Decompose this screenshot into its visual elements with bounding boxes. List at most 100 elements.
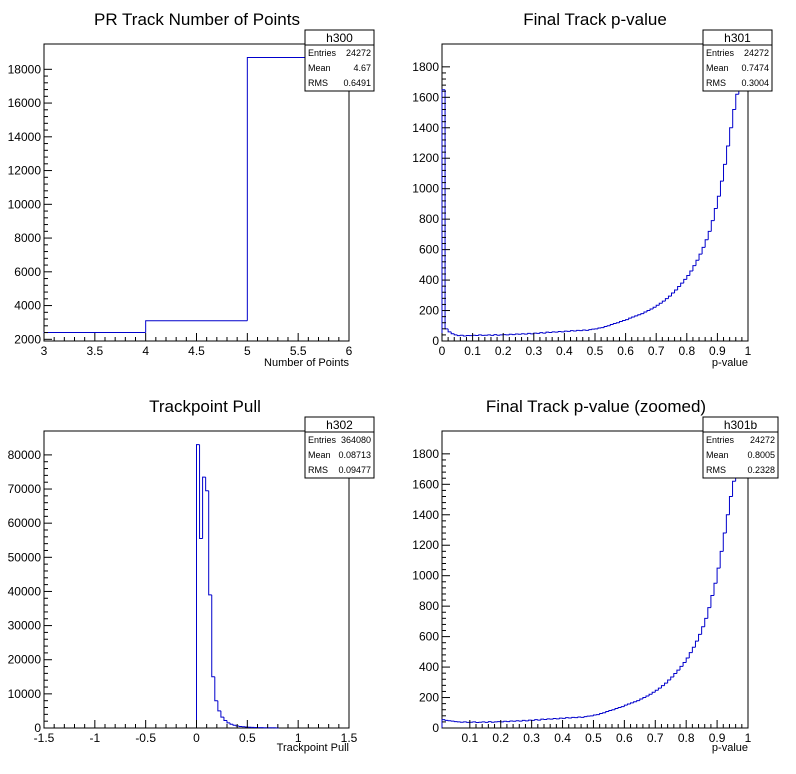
histogram-bin xyxy=(441,89,446,341)
histogram-bin xyxy=(723,163,727,182)
histogram-bin xyxy=(667,679,671,684)
panel-pvalue-zoomed: Final Track p-value (zoomed) 0.1 0.2 0.3 0.… xyxy=(412,397,779,754)
y-tick-label: 20000 xyxy=(8,653,42,667)
y-tick-label: 40000 xyxy=(8,584,42,598)
histogram-bin xyxy=(217,700,221,712)
histogram-bin xyxy=(667,295,672,299)
stats-entries-label: Entries xyxy=(308,48,337,58)
histogram-bin xyxy=(232,724,237,726)
histogram-bin xyxy=(571,716,575,718)
histogram-bin xyxy=(475,721,480,724)
histogram-bin xyxy=(645,695,650,698)
y-tick-label: 0 xyxy=(432,721,439,735)
histogram-bin xyxy=(597,327,602,329)
stats-rms-value: 0.6491 xyxy=(343,78,371,88)
histogram-bin xyxy=(576,329,580,331)
stats-rms-value: 0.3004 xyxy=(741,78,769,88)
stats-box: h302 Entries 364080 Mean 0.08713 RMS 0.0… xyxy=(304,416,375,479)
histogram-bin xyxy=(710,594,714,608)
x-tick-label: 0.5 xyxy=(587,344,604,358)
y-tick-label: 1800 xyxy=(412,60,439,74)
histogram-bars xyxy=(196,444,280,729)
axis-ticks: -1.5 -1 -0.5 0 0.5 1 1.5 0 10000 20000 30000 40000 5… xyxy=(8,448,358,745)
histogram-bin xyxy=(205,477,209,492)
histogram-bin xyxy=(521,719,526,722)
stats-mean-label: Mean xyxy=(706,450,729,460)
histogram-bin xyxy=(202,476,206,539)
chart-title: Final Track p-value xyxy=(523,10,667,29)
x-tick-label: 0.3 xyxy=(523,731,540,745)
histogram-bin xyxy=(677,285,681,290)
histogram-bin xyxy=(655,304,660,308)
stats-mean-label: Mean xyxy=(706,63,729,73)
x-tick-label: 0.4 xyxy=(556,344,573,358)
y-tick-label: 1200 xyxy=(412,538,439,552)
histogram-bin xyxy=(716,567,721,584)
y-tick-label: 1200 xyxy=(412,151,439,165)
stats-box: h300 Entries 24272 Mean 4.67 RMS 0.6491 xyxy=(304,29,375,92)
x-tick-label: 0.6 xyxy=(617,344,634,358)
histogram-bin xyxy=(615,322,620,324)
histogram-bin xyxy=(453,333,458,336)
y-tick-label: 600 xyxy=(419,630,439,644)
histogram-bin xyxy=(642,697,646,700)
y-tick-label: 200 xyxy=(419,304,439,318)
chart-title: PR Track Number of Points xyxy=(94,10,300,29)
histogram-bin xyxy=(664,682,668,686)
x-tick-label: 0.5 xyxy=(585,731,602,745)
histogram-bin xyxy=(657,687,662,691)
y-tick-label: 8000 xyxy=(14,231,41,245)
x-tick-label: 1 xyxy=(745,344,752,358)
histogram-bin xyxy=(658,302,663,306)
histogram-bin xyxy=(671,292,675,297)
histogram-bin xyxy=(625,319,629,321)
histogram-bin xyxy=(695,259,700,266)
y-tick-label: 1400 xyxy=(412,121,439,135)
histogram-bin xyxy=(654,689,659,693)
histogram-bin xyxy=(539,332,543,334)
stats-rms-label: RMS xyxy=(706,78,726,88)
stats-entries-label: Entries xyxy=(706,48,735,58)
histogram-bin xyxy=(716,195,721,209)
histogram-bin xyxy=(612,322,617,325)
stats-entries-value: 364080 xyxy=(341,435,371,445)
histogram-bin xyxy=(496,334,501,336)
histogram-bin xyxy=(680,282,684,287)
histogram-bin xyxy=(540,718,544,721)
x-axis-label: Number of Points xyxy=(264,357,349,369)
histogram-bin xyxy=(623,704,628,707)
histogram-bin xyxy=(478,334,482,336)
x-tick-label: 0.2 xyxy=(495,344,512,358)
histogram-bin xyxy=(611,709,616,711)
y-tick-label: 1400 xyxy=(412,508,439,522)
stats-entries-value: 24272 xyxy=(744,48,769,58)
y-tick-label: 800 xyxy=(419,212,439,226)
y-tick-label: 1000 xyxy=(412,182,439,196)
x-tick-label: 6 xyxy=(346,344,353,358)
histogram-bin xyxy=(226,720,231,724)
stats-mean-value: 4.67 xyxy=(353,63,371,73)
histogram-bin xyxy=(670,676,674,681)
histogram-bin xyxy=(208,490,212,596)
stats-rms-value: 0.2328 xyxy=(747,465,775,475)
histogram-bin xyxy=(546,718,551,720)
histogram-bin xyxy=(558,717,563,719)
axis-ticks: 0 0.1 0.2 0.3 0.4 0.5 0.6 0.7 0.8 0.9 1 0 200 400 600 8… xyxy=(412,60,751,358)
histogram-bin xyxy=(682,662,687,667)
y-tick-label: 600 xyxy=(419,243,439,257)
stats-box: h301 Entries 24272 Mean 0.7474 RMS 0.300… xyxy=(702,29,773,92)
x-tick-label: 0 xyxy=(439,344,446,358)
y-tick-label: 70000 xyxy=(8,482,42,496)
x-tick-label: 3 xyxy=(41,344,48,358)
stats-mean-value: 0.7474 xyxy=(741,63,769,73)
histogram-bin xyxy=(692,265,696,271)
panel-pvalue: Final Track p-value 0 0.1 0.2 0.3 0.4 0.5 0.6 0… xyxy=(412,10,773,369)
histogram-bin xyxy=(552,718,557,720)
x-tick-label: 5 xyxy=(244,344,251,358)
histogram-bin xyxy=(450,331,455,335)
x-axis-label: p-value xyxy=(712,742,748,754)
stats-box-frame xyxy=(702,416,779,479)
x-tick-label: 0.8 xyxy=(678,731,695,745)
stats-rms-value: 0.09477 xyxy=(338,465,371,475)
